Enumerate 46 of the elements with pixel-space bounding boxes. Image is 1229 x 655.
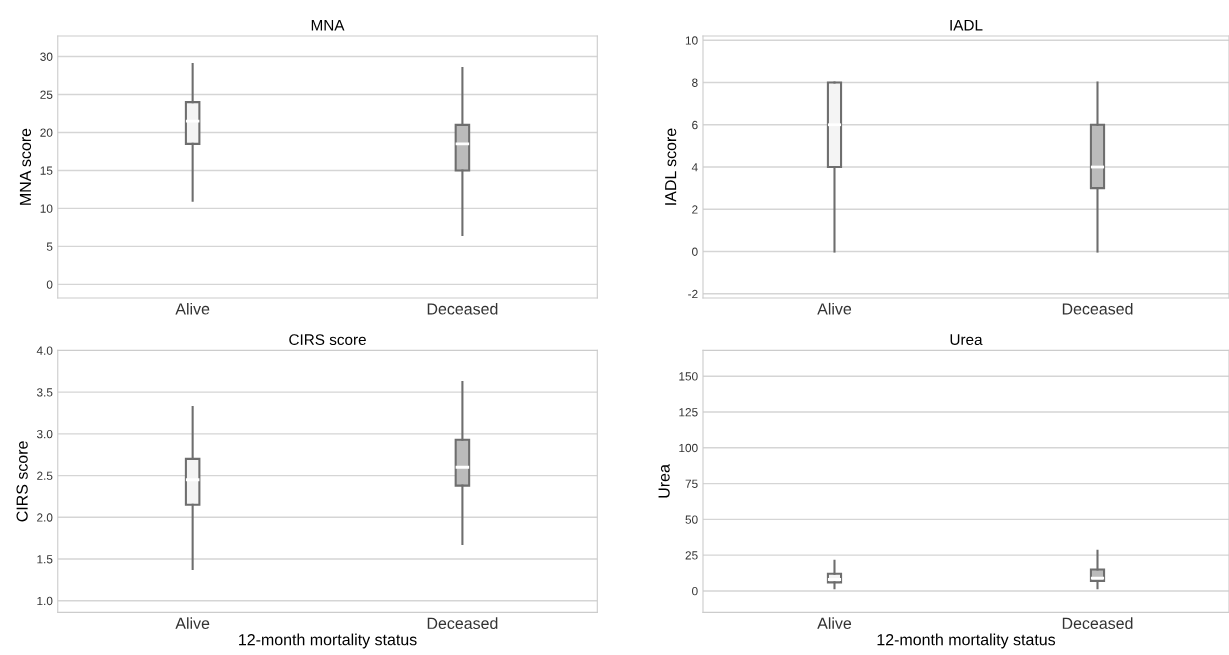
chart-title: IADL [950, 19, 983, 31]
y-tick-label: 1.0 [37, 596, 53, 606]
y-axis-title: IADL score [665, 128, 677, 205]
y-tick-label: 0 [692, 586, 698, 596]
y-tick-label: 25 [40, 90, 53, 99]
y-tick-label: 10 [685, 36, 698, 45]
x-tick-label: Alive [175, 617, 210, 630]
x-tick-label: Alive [175, 302, 210, 315]
y-tick-label: 0 [692, 247, 698, 256]
chart-title: Urea [950, 334, 983, 346]
y-tick-label: 30 [40, 52, 53, 61]
y-tick-label: 20 [40, 128, 53, 137]
y-tick-label: 15 [40, 166, 53, 175]
y-tick-label: 1.5 [37, 555, 53, 564]
chart-title: CIRS score [289, 334, 366, 346]
x-tick-label: Alive [817, 302, 852, 315]
y-tick-label: 50 [685, 515, 698, 524]
y-tick-label: -2 [688, 289, 698, 299]
y-tick-label: 2 [692, 205, 698, 214]
y-tick-label: 125 [679, 408, 698, 417]
y-tick-label: 25 [685, 551, 698, 560]
y-tick-label: 5 [46, 242, 53, 251]
chart-title: MNA [311, 19, 345, 31]
y-tick-label: 100 [679, 443, 698, 453]
y-tick-label: 2.5 [37, 471, 53, 480]
x-tick-label: Alive [817, 617, 852, 630]
x-tick-label: Deceased [1062, 302, 1133, 315]
y-axis-title: CIRS score [16, 441, 28, 522]
x-axis-title: 12-month mortality status [877, 633, 1056, 649]
y-tick-label: 3.0 [36, 429, 53, 439]
y-axis-title: MNA score [19, 128, 32, 205]
y-tick-label: 4.0 [36, 346, 53, 355]
x-axis-title: 12-month mortality status [239, 633, 417, 649]
x-tick-label: Deceased [427, 302, 498, 315]
y-tick-label: 0 [46, 280, 53, 289]
x-tick-label: Deceased [1062, 617, 1133, 630]
y-tick-label: 75 [685, 479, 698, 488]
y-tick-label: 3.5 [36, 388, 53, 397]
y-tick-label: 8 [692, 78, 698, 87]
y-tick-label: 6 [692, 120, 698, 130]
x-tick-label: Deceased [427, 617, 498, 630]
y-tick-label: 4 [691, 163, 698, 172]
y-tick-label: 2.0 [37, 513, 53, 522]
y-axis-title: Urea [658, 464, 670, 498]
y-tick-label: 10 [40, 204, 53, 213]
y-tick-label: 150 [679, 372, 698, 381]
